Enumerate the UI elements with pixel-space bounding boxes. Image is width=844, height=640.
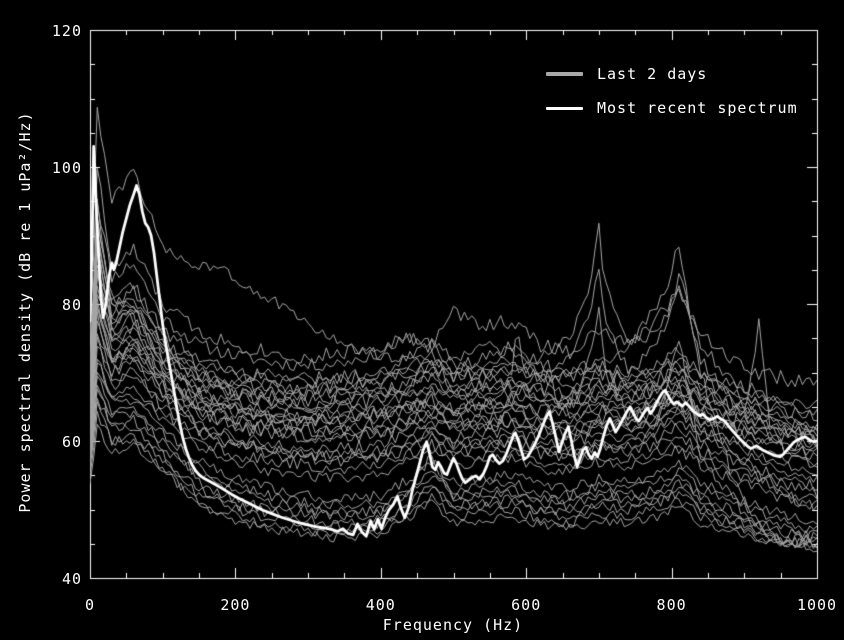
- legend-label-most-recent: Most recent spectrum: [597, 99, 798, 117]
- y-tick-label: 120: [51, 22, 82, 40]
- x-axis-title: Frequency (Hz): [382, 616, 524, 634]
- legend: Last 2 days Most recent spectrum: [546, 64, 798, 132]
- legend-label-last-2-days: Last 2 days: [597, 65, 708, 83]
- x-tick-label: 0: [84, 596, 96, 614]
- y-tick-label: 60: [61, 433, 82, 451]
- x-tick-label: 400: [365, 596, 396, 614]
- x-tick-label: 1000: [796, 596, 838, 614]
- x-tick-label: 200: [220, 596, 251, 614]
- legend-item-last-2-days: Last 2 days: [546, 64, 798, 84]
- legend-line-gray-icon: [546, 72, 583, 76]
- x-tick-label: 600: [511, 596, 542, 614]
- y-tick-label: 40: [61, 570, 82, 588]
- legend-item-most-recent: Most recent spectrum: [546, 98, 798, 118]
- x-tick-label: 800: [656, 596, 687, 614]
- y-tick-label: 80: [61, 296, 82, 314]
- y-tick-label: 100: [51, 159, 82, 177]
- legend-line-white-icon: [546, 106, 583, 110]
